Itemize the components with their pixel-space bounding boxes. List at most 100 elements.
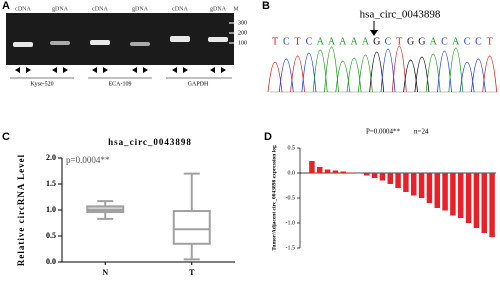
base-letter: A bbox=[339, 36, 347, 47]
bar bbox=[481, 173, 487, 233]
y-tick-label: 0.0 bbox=[288, 170, 296, 176]
gel-bands bbox=[13, 22, 234, 47]
panel-label: B bbox=[262, 0, 270, 12]
base-letter: C bbox=[283, 36, 290, 47]
group-label: Kyse-520 bbox=[30, 81, 53, 87]
marker-label: 300 bbox=[238, 20, 247, 26]
base-letter: G bbox=[373, 36, 380, 47]
base-letter: A bbox=[430, 36, 438, 47]
bar bbox=[434, 173, 440, 208]
primer-icon bbox=[172, 67, 177, 73]
y-tick-label: 0.0 bbox=[46, 257, 56, 266]
base-letter: G bbox=[407, 36, 414, 47]
bar bbox=[317, 167, 323, 173]
arrow-head bbox=[370, 30, 378, 36]
lane-label: gDNA bbox=[210, 6, 227, 12]
trace-peak bbox=[324, 46, 339, 93]
primer-icon bbox=[221, 67, 226, 73]
bar bbox=[418, 173, 425, 198]
y-tick-label: -1.5 bbox=[286, 245, 296, 251]
bar bbox=[411, 173, 417, 196]
bar bbox=[332, 170, 339, 173]
base-letter: G bbox=[418, 36, 425, 47]
bar bbox=[426, 173, 433, 203]
base-letter: C bbox=[306, 36, 313, 47]
base-letter: T bbox=[272, 36, 278, 47]
primer-icon bbox=[103, 67, 108, 73]
base-letter: C bbox=[385, 36, 392, 47]
panel-label: D bbox=[264, 131, 272, 143]
gel-image bbox=[6, 13, 234, 65]
y-axis-label: Tumor/Adjacent circ_0043898 expression l… bbox=[271, 145, 277, 251]
y-tick-label: -0.5 bbox=[286, 195, 296, 201]
chart-title: hsa_circ_0043898 bbox=[108, 137, 192, 147]
trace-peak bbox=[482, 55, 498, 93]
y-tick-label: 0.5 bbox=[288, 145, 296, 151]
base-letter: A bbox=[350, 36, 358, 47]
bar bbox=[309, 161, 315, 173]
lane-label: cDNA bbox=[92, 6, 108, 12]
trace-peak bbox=[391, 45, 407, 93]
x-tick-label: N bbox=[102, 268, 108, 277]
trace-peak bbox=[448, 47, 464, 93]
bar bbox=[442, 173, 448, 211]
lane-label: M bbox=[233, 6, 239, 12]
bar bbox=[348, 172, 354, 173]
annotation: p=0.0004** bbox=[66, 155, 110, 165]
lane-label: gDNA bbox=[132, 6, 149, 12]
box bbox=[172, 210, 211, 245]
base-letter: T bbox=[487, 36, 493, 47]
base-letter: C bbox=[464, 36, 471, 47]
lane-label: cDNA bbox=[15, 6, 31, 12]
primer-icon bbox=[132, 67, 137, 73]
base-letter: T bbox=[295, 36, 301, 47]
bar bbox=[356, 173, 362, 174]
base-letter: C bbox=[475, 36, 482, 47]
y-tick-label: 0.5 bbox=[46, 231, 56, 240]
y-tick-label: 2.0 bbox=[46, 153, 56, 162]
lane-label: cDNA bbox=[172, 6, 188, 12]
bar bbox=[340, 171, 346, 173]
base-letter: A bbox=[452, 36, 460, 47]
y-tick-label: -1.0 bbox=[286, 220, 296, 226]
y-tick-label: 1.0 bbox=[46, 205, 56, 214]
primer-icon bbox=[52, 67, 57, 73]
primer-icon bbox=[63, 67, 68, 73]
primer-icon bbox=[15, 67, 20, 73]
bar bbox=[458, 173, 464, 218]
annotation: P=0.0004** bbox=[366, 128, 401, 136]
base-letter: A bbox=[317, 36, 325, 47]
base-letter: T bbox=[396, 36, 402, 47]
primer-icon bbox=[210, 67, 215, 73]
bar bbox=[473, 173, 480, 228]
bar bbox=[489, 173, 495, 237]
base-letter: A bbox=[362, 36, 370, 47]
primer-icon bbox=[143, 67, 148, 73]
bar bbox=[450, 173, 456, 216]
base-letter: C bbox=[441, 36, 448, 47]
group-label: GAPDH bbox=[188, 81, 209, 87]
n-label: n=24 bbox=[414, 128, 429, 136]
primer-icon bbox=[92, 67, 97, 73]
marker-label: 200 bbox=[238, 30, 247, 36]
bar bbox=[371, 173, 378, 178]
bar bbox=[324, 169, 331, 173]
bar bbox=[465, 173, 472, 223]
lane-label: gDNA bbox=[52, 6, 69, 12]
marker-label: 100 bbox=[238, 40, 247, 46]
primer-icon bbox=[183, 67, 188, 73]
panel-label: C bbox=[2, 131, 10, 143]
bar bbox=[395, 173, 401, 188]
bar bbox=[379, 173, 386, 181]
sequence-label: hsa_circ_0043898 bbox=[360, 9, 441, 21]
group-label: ECA-109 bbox=[109, 81, 132, 87]
bar bbox=[403, 173, 409, 192]
panel-label: A bbox=[2, 0, 10, 12]
x-tick-label: T bbox=[189, 268, 195, 277]
y-axis-label: Relative circRNA Level bbox=[16, 154, 26, 266]
bar bbox=[364, 173, 370, 176]
base-letter: A bbox=[328, 36, 336, 47]
y-tick-label: 1.5 bbox=[46, 179, 56, 188]
bar bbox=[387, 173, 393, 184]
